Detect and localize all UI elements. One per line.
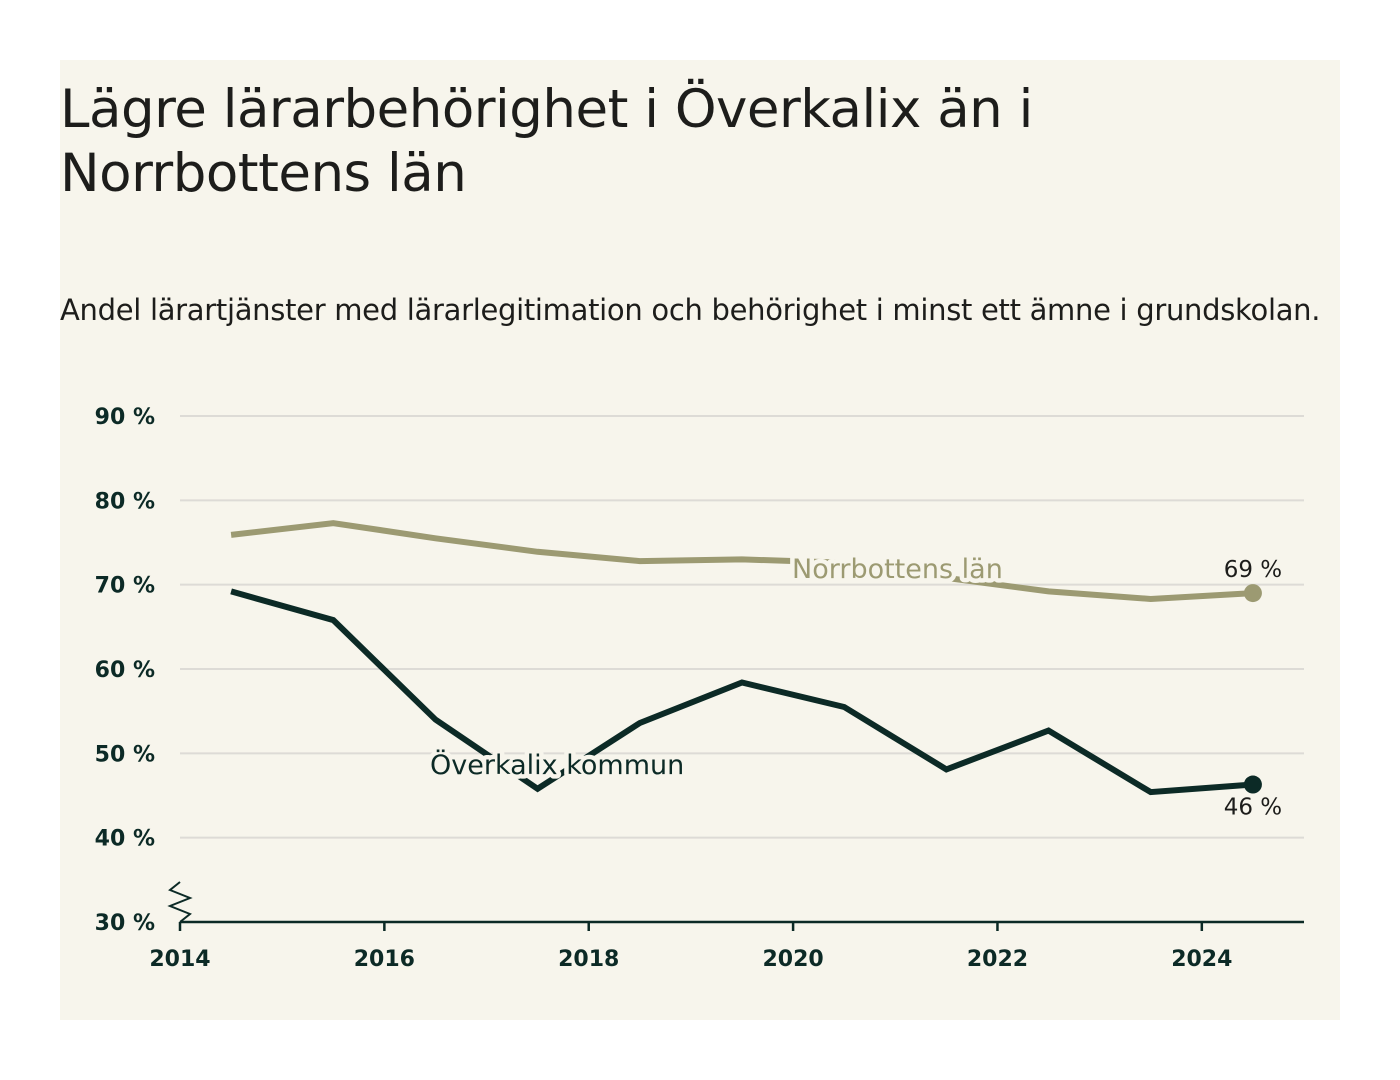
x-tick-label: 2022 — [967, 947, 1028, 972]
x-tick-label: 2024 — [1171, 947, 1232, 972]
axis-break-mark — [167, 881, 193, 923]
series-name-label: Norrbottens län — [792, 554, 1003, 585]
chart-title: Lägre lärarbehörighet i Överkalix än i N… — [60, 79, 1033, 204]
y-tick-label: 30 % — [95, 911, 155, 936]
y-tick-label: 60 % — [95, 658, 155, 683]
series-line — [230, 520, 1254, 603]
y-tick-label: 80 % — [95, 489, 155, 514]
series-name-label: Överkalix kommun — [430, 749, 684, 781]
series-line — [230, 588, 1254, 796]
x-tick-label: 2016 — [354, 947, 415, 972]
chart-subtitle: Andel lärartjänster med lärarlegitimatio… — [60, 293, 1321, 327]
y-tick-label: 90 % — [95, 405, 155, 430]
end-value-label: 46 % — [1224, 795, 1282, 821]
y-axis-ticks: 30 % 40 % 50 % 60 % 70 % 80 % 90 % — [95, 405, 193, 936]
end-value-label: 69 % — [1224, 557, 1282, 583]
y-tick-label: 40 % — [95, 827, 155, 852]
series-labels: 69 % 46 % Norrbottens län Överkalix kommun — [426, 550, 1283, 821]
x-tick-label: 2018 — [558, 947, 619, 972]
end-point-marker — [1243, 584, 1262, 603]
y-tick-label: 70 % — [95, 574, 155, 599]
gridlines — [180, 415, 1304, 839]
x-axis: 2014 2016 2018 2020 2022 2024 — [149, 920, 1304, 972]
end-point-marker — [1243, 775, 1262, 794]
series-lines — [230, 520, 1262, 796]
x-tick-label: 2020 — [762, 947, 823, 972]
y-tick-label: 50 % — [95, 742, 155, 767]
x-tick-label: 2014 — [149, 947, 210, 972]
chart-card — [60, 60, 1340, 1020]
